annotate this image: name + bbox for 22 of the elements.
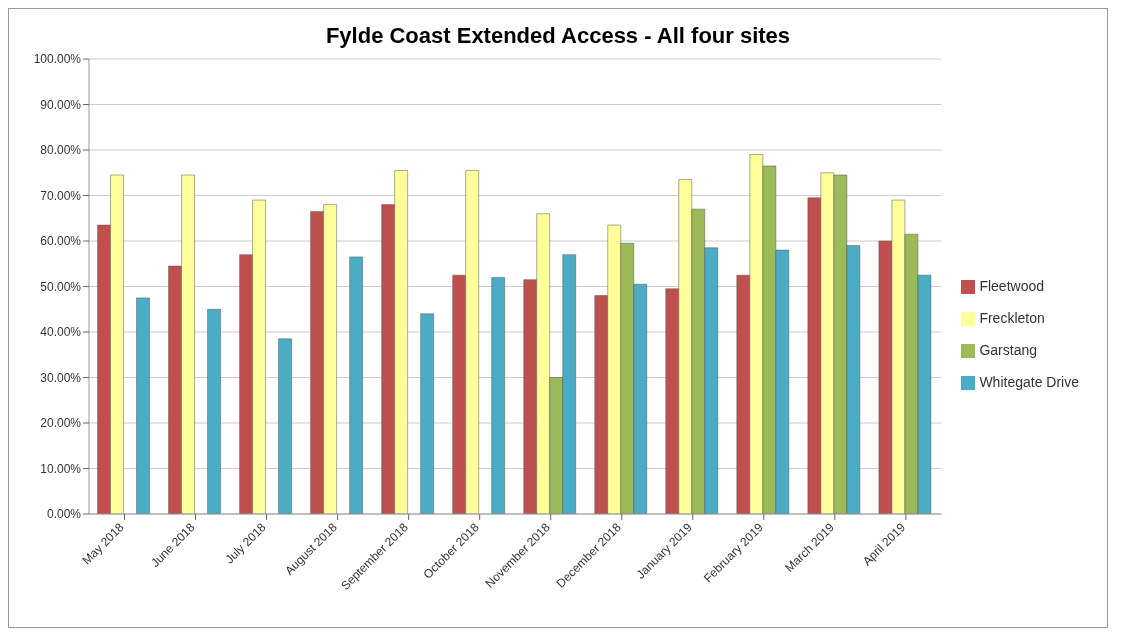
y-tick-label: 30.00% [40,370,82,385]
bar [278,338,292,514]
legend-label: Freckleton [979,310,1045,326]
bar [136,297,150,514]
bar [349,256,363,514]
y-tick-label: 100.00% [33,52,82,67]
bar [491,277,505,514]
y-tick-label: 70.00% [40,188,82,203]
legend-label: Whitegate Drive [979,374,1079,390]
y-tick-label: 20.00% [40,416,82,431]
legend-label: Garstang [979,342,1037,358]
chart-title: Fylde Coast Extended Access - All four sites [324,23,792,49]
y-tick-label: 10.00% [40,461,82,476]
y-tick-label: 60.00% [40,234,82,249]
y-tick-label: 80.00% [40,143,82,158]
y-tick-label: 40.00% [40,325,82,340]
legend-label: Fleetwood [979,278,1044,294]
y-tick-label: 0.00% [46,507,82,522]
y-tick-label: 90.00% [40,97,82,112]
bar [207,309,221,514]
y-tick-label: 50.00% [40,279,82,294]
bar [420,313,434,514]
